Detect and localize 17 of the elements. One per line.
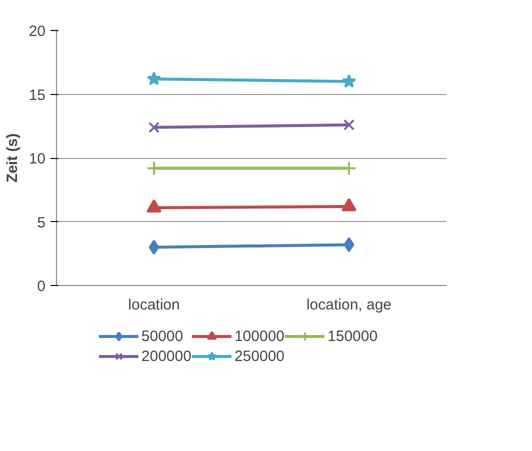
legend-label: 200000 <box>141 348 192 364</box>
y-tick-label: 0 <box>37 278 46 295</box>
legend-label: 100000 <box>234 328 285 344</box>
legend-label: 250000 <box>234 348 285 364</box>
x-tick-label: location, age <box>306 296 392 314</box>
legend-label: 150000 <box>328 328 378 344</box>
point <box>343 119 355 130</box>
legend-label: 50000 <box>141 328 184 344</box>
y-tick-label: 20 <box>28 23 46 40</box>
y-tick-label: 10 <box>28 150 46 168</box>
x-tick-label: location <box>128 296 180 314</box>
point <box>146 71 162 86</box>
y-tick-label: 15 <box>28 86 46 104</box>
y-tick-label: 5 <box>37 214 46 232</box>
point <box>342 74 356 88</box>
point <box>148 122 160 133</box>
y-axis-title: Zeit (s) <box>4 133 21 183</box>
